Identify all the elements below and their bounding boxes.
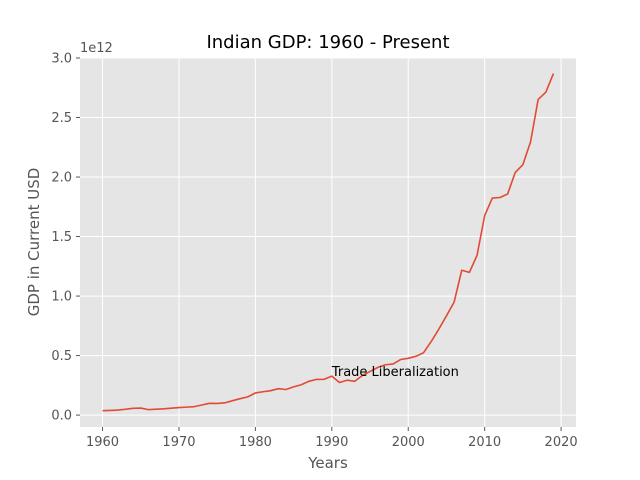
y-tick-label: 3.0 (51, 52, 72, 67)
y-tick-label: 0.5 (51, 349, 72, 364)
y-axis-label: GDP in Current USD (25, 168, 43, 317)
x-tick-label: 2000 (392, 435, 425, 450)
y-tick-label: 0.0 (51, 409, 72, 424)
gdp-series-line (102, 73, 555, 412)
grid-lines (80, 57, 576, 427)
x-tick-label: 1960 (86, 435, 119, 450)
x-axis-label: Years (307, 454, 348, 472)
series-layer (102, 73, 555, 412)
annotation-trade-liberalization: Trade Liberalization (331, 365, 459, 380)
y-tick-label: 1.5 (51, 230, 72, 245)
x-tick-label: 1990 (315, 435, 348, 450)
y-offset-label: 1e12 (80, 41, 113, 56)
x-tick-label: 1970 (162, 435, 195, 450)
chart-title: Indian GDP: 1960 - Present (206, 32, 449, 53)
y-tick-label: 1.0 (51, 290, 72, 305)
tick-labels: 1960 1970 1980 1990 2000 2010 2020 0.0 0.5 1.0 1.5… (51, 52, 577, 451)
annotations: Trade Liberalization (331, 365, 459, 380)
y-tick-label: 2.0 (51, 171, 72, 186)
y-tick-label: 2.5 (51, 111, 72, 126)
plot-background (80, 58, 576, 427)
x-tick-label: 2020 (545, 435, 578, 450)
x-tick-label: 1980 (239, 435, 272, 450)
x-tick-label: 2010 (468, 435, 501, 450)
